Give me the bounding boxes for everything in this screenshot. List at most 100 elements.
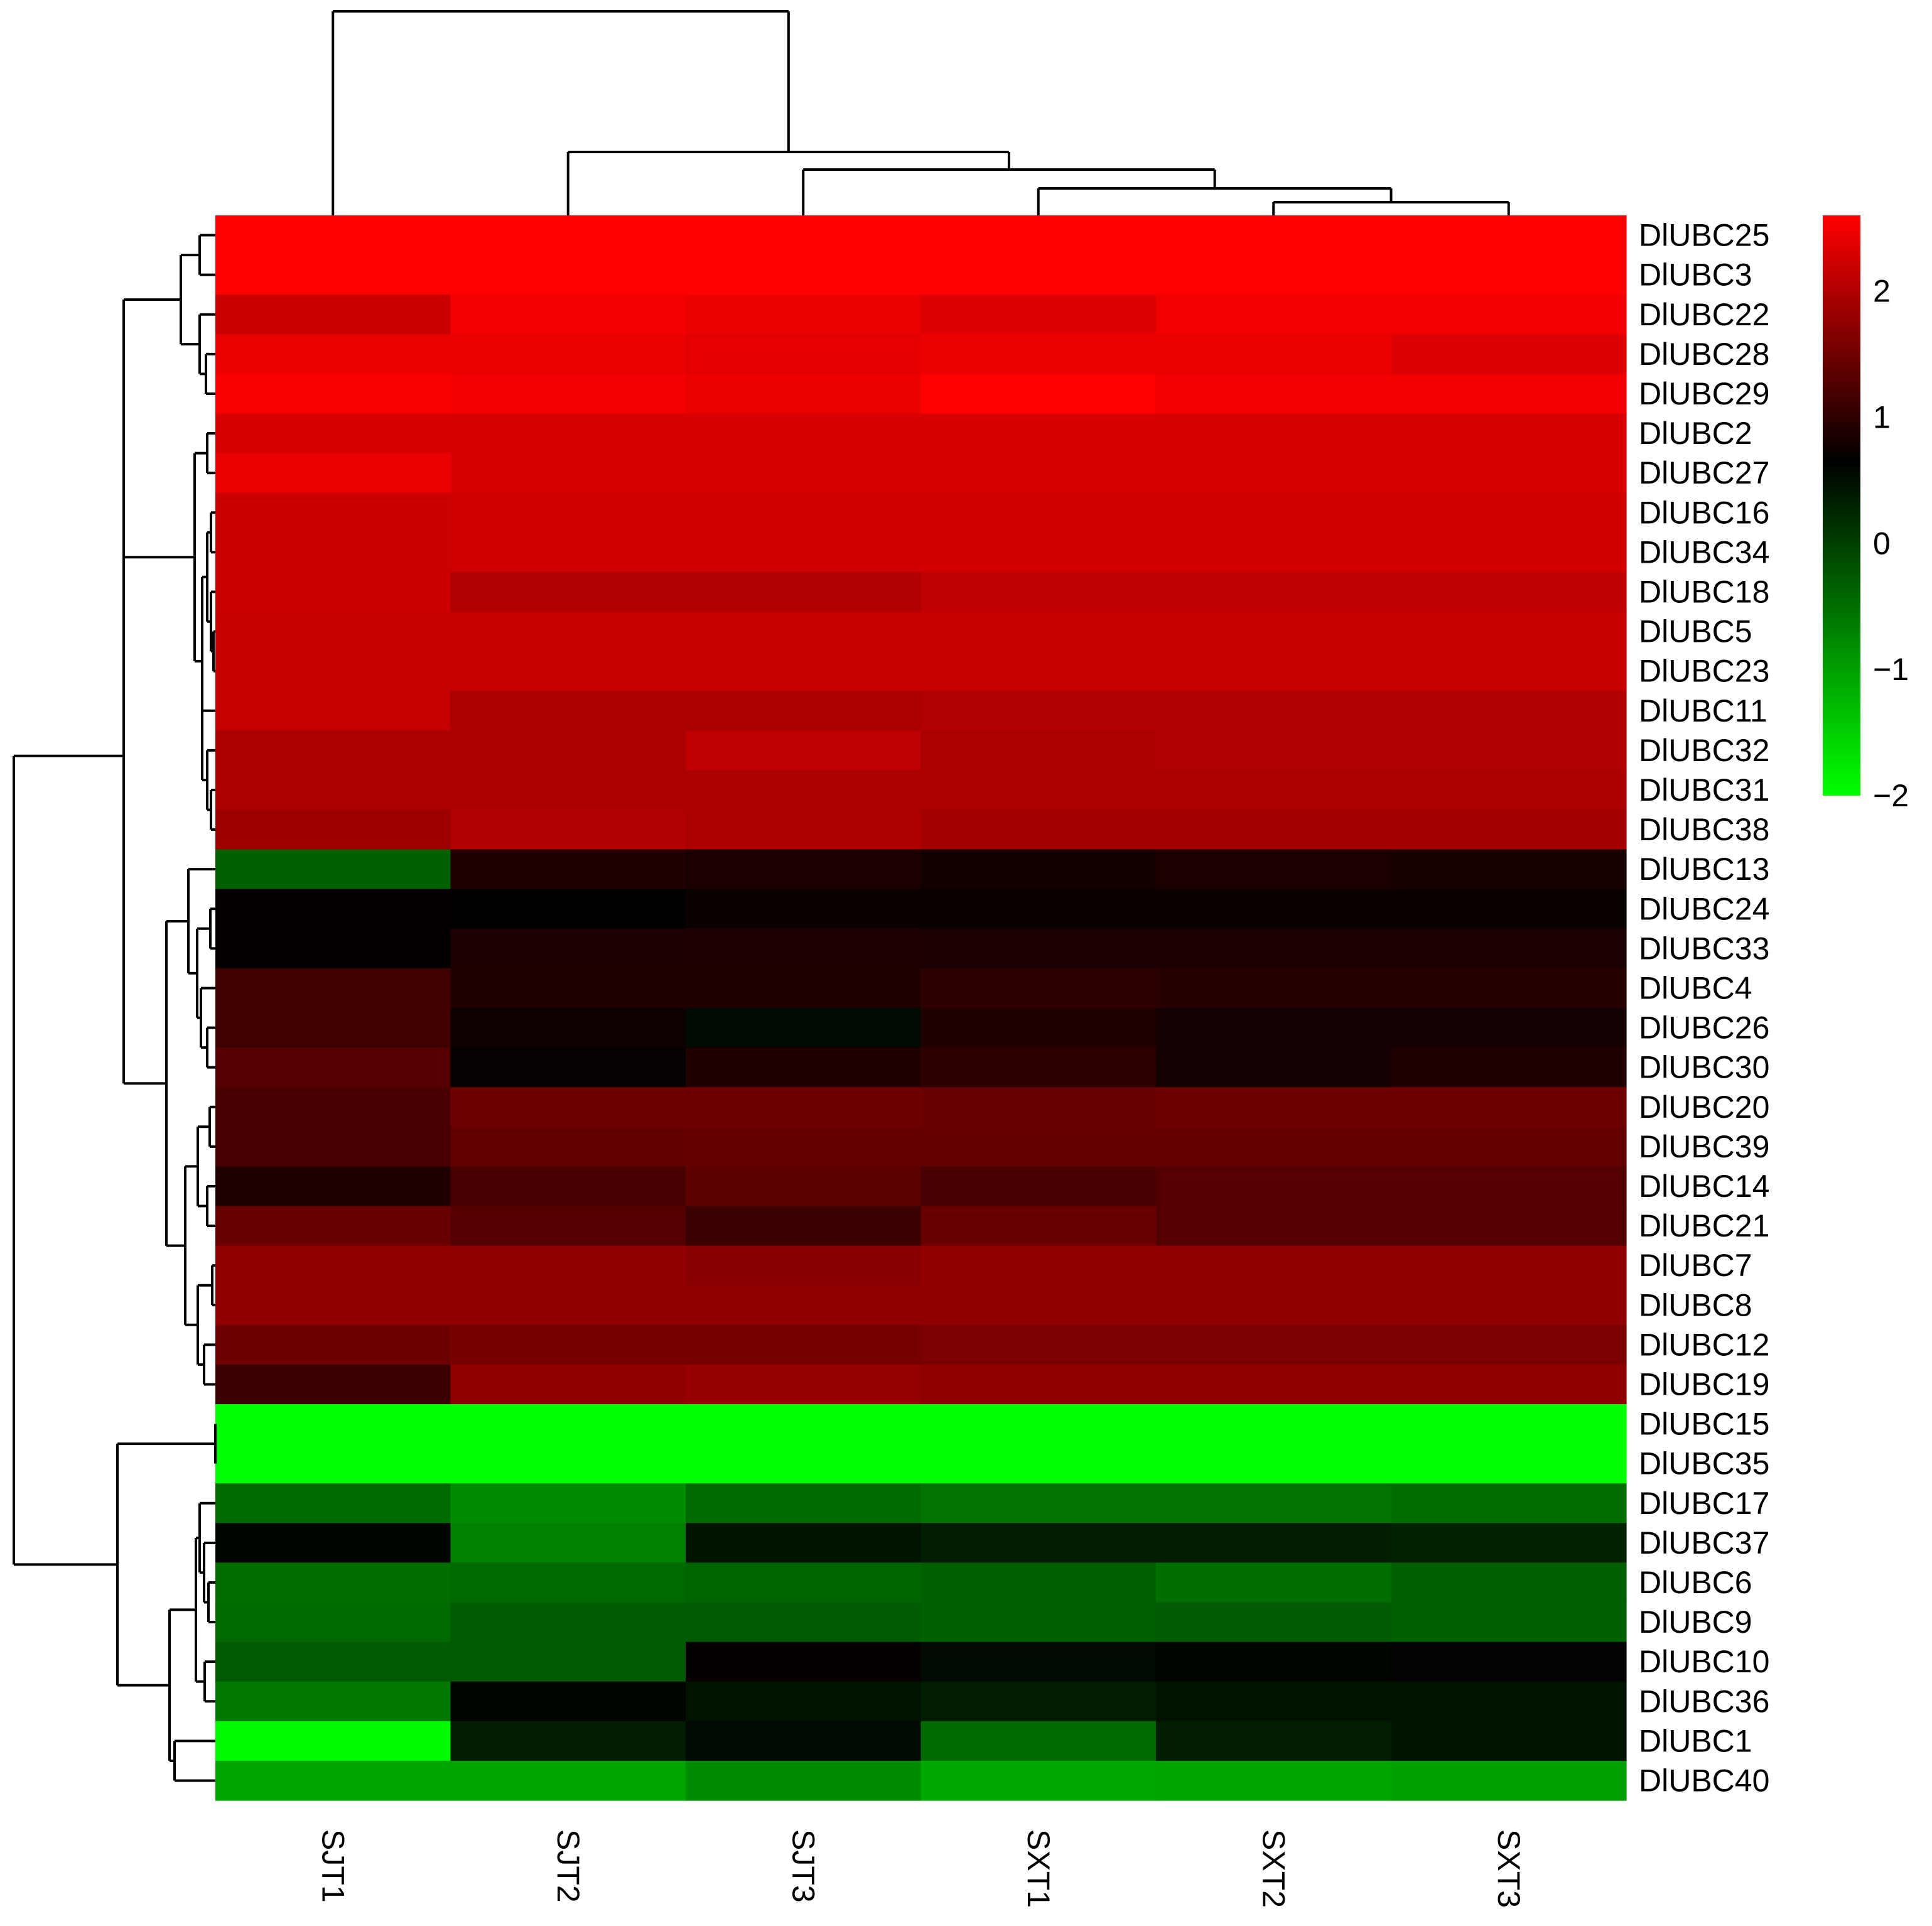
heatmap-cell (215, 612, 451, 652)
heatmap-cell (686, 730, 922, 771)
heatmap-cell (1391, 374, 1627, 414)
heatmap-cell (1391, 255, 1627, 295)
heatmap-cell (1156, 1047, 1392, 1088)
heatmap-cell (450, 968, 686, 1009)
heatmap-cell (686, 1285, 922, 1326)
heatmap-cell (1156, 1245, 1392, 1286)
heatmap-cell (215, 928, 451, 969)
heatmap-cell (686, 691, 922, 731)
heatmap-cell (1156, 1404, 1392, 1444)
heatmap-cell (686, 1008, 922, 1048)
color-legend-ticks: −2 −1 0 1 2 (1873, 274, 1909, 814)
heatmap-cell (215, 1721, 451, 1761)
row-label: DlUBC30 (1639, 1050, 1769, 1085)
row-label: DlUBC40 (1639, 1763, 1769, 1799)
heatmap-cell (215, 1760, 451, 1801)
heatmap-cell (450, 1285, 686, 1326)
heatmap-cell (215, 1206, 451, 1247)
heatmap-cell (686, 928, 922, 969)
heatmap-cell (215, 492, 451, 533)
heatmap-cell (920, 334, 1157, 374)
heatmap-cell (450, 1681, 686, 1722)
column-label: SJT2 (551, 1829, 586, 1903)
row-label: DlUBC22 (1639, 297, 1769, 332)
heatmap-cell (920, 1206, 1157, 1247)
heatmap-cell (215, 1642, 451, 1682)
heatmap-cell (1156, 1008, 1392, 1048)
heatmap-cell (1391, 1760, 1627, 1801)
row-label: DlUBC6 (1639, 1565, 1752, 1600)
heatmap-cell (1391, 1166, 1627, 1207)
heatmap-cell (450, 1444, 686, 1484)
heatmap-cell (450, 1087, 686, 1127)
heatmap-cell (1156, 1681, 1392, 1722)
heatmap-cell (1156, 1127, 1392, 1167)
heatmap-cell (215, 1047, 451, 1088)
heatmap-cell (215, 770, 451, 811)
heatmap-cell (1391, 453, 1627, 494)
heatmap-cell (1391, 1523, 1627, 1563)
heatmap-cell (1156, 1087, 1392, 1127)
row-label: DlUBC3 (1639, 257, 1752, 293)
heatmap-cell (920, 215, 1157, 256)
heatmap-cell (686, 770, 922, 811)
row-label: DlUBC28 (1639, 337, 1769, 372)
heatmap-cell (686, 1324, 922, 1365)
heatmap-cell (686, 453, 922, 494)
heatmap-cell (920, 1245, 1157, 1286)
heatmap-cell (920, 809, 1157, 850)
row-label: DlUBC20 (1639, 1090, 1769, 1125)
heatmap-cell (450, 1760, 686, 1801)
heatmap-cell (686, 1444, 922, 1484)
heatmap-cell (1391, 215, 1627, 256)
heatmap-cell (1156, 1206, 1392, 1247)
heatmap-cell (215, 691, 451, 731)
heatmap-cell (215, 453, 451, 494)
row-label: DlUBC23 (1639, 654, 1769, 689)
row-label: DlUBC7 (1639, 1248, 1752, 1283)
heatmap-cell (686, 1602, 922, 1643)
heatmap-cell (1156, 1760, 1392, 1801)
heatmap-cell (1391, 1483, 1627, 1523)
heatmap-cell (450, 295, 686, 335)
heatmap-cell (1156, 453, 1392, 494)
heatmap-cell (1391, 413, 1627, 454)
heatmap-cell (686, 1483, 922, 1523)
heatmap-cell (686, 1364, 922, 1405)
heatmap-cell (920, 1523, 1157, 1563)
heatmap-cell (215, 1324, 451, 1365)
row-label: DlUBC19 (1639, 1366, 1769, 1402)
heatmap-cell (686, 1642, 922, 1682)
row-label: DlUBC29 (1639, 376, 1769, 411)
heatmap-cell (920, 968, 1157, 1009)
row-label: DlUBC34 (1639, 534, 1769, 570)
heatmap-cell (920, 374, 1157, 414)
heatmap-cell (450, 809, 686, 850)
row-label: DlUBC4 (1639, 971, 1752, 1006)
heatmap-cell (450, 374, 686, 414)
heatmap-cell (1391, 889, 1627, 929)
row-label: DlUBC39 (1639, 1129, 1769, 1164)
heatmap-cell (450, 453, 686, 494)
heatmap-cell (920, 492, 1157, 533)
heatmap-cell (1391, 295, 1627, 335)
heatmap-cell (215, 374, 451, 414)
row-label: DlUBC33 (1639, 931, 1769, 966)
heatmap-cell (450, 334, 686, 374)
column-label: SXT1 (1021, 1829, 1056, 1908)
heatmap-cell (920, 1404, 1157, 1444)
heatmap-cell (215, 413, 451, 454)
heatmap-cell (215, 1681, 451, 1722)
row-label: DlUBC10 (1639, 1644, 1769, 1679)
heatmap-cell (450, 1523, 686, 1563)
heatmap-cell (686, 1523, 922, 1563)
heatmap-cell (215, 1404, 451, 1444)
heatmap-cell (1391, 1127, 1627, 1167)
row-label: DlUBC13 (1639, 852, 1769, 887)
heatmap-cell (686, 1206, 922, 1247)
heatmap-cell (1391, 651, 1627, 691)
heatmap-cell (686, 492, 922, 533)
heatmap-cell (450, 571, 686, 612)
heatmap-cells (215, 215, 1627, 1801)
heatmap-cell (215, 1364, 451, 1405)
